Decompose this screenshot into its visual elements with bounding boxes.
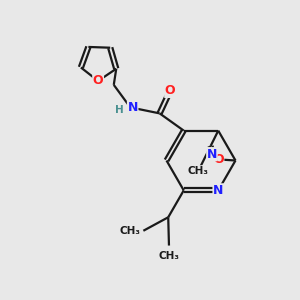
Text: CH₃: CH₃ [187,166,208,176]
Text: CH₃: CH₃ [120,226,141,236]
Text: N: N [128,101,138,114]
Text: N: N [207,148,217,161]
Text: O: O [213,153,224,166]
Text: O: O [165,84,176,98]
Text: CH₃: CH₃ [158,251,179,261]
Text: O: O [93,74,104,88]
Text: H: H [115,105,123,116]
Text: N: N [213,184,224,197]
